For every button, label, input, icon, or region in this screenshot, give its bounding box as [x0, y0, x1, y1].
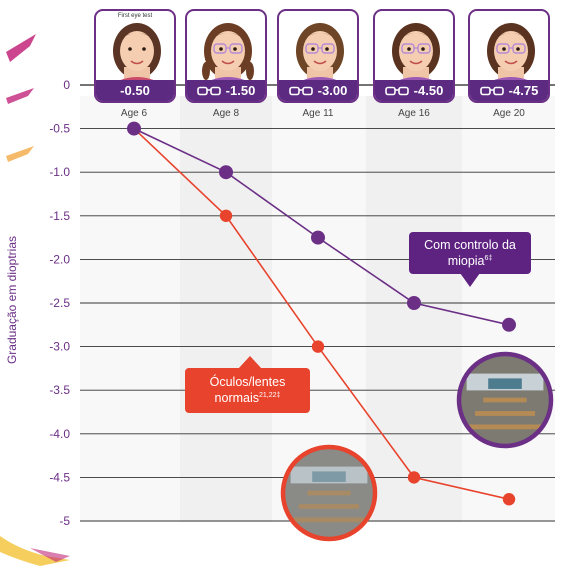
child-face-icon — [484, 23, 538, 85]
x-tick-label: Age 16 — [398, 108, 430, 119]
prescription-value: -4.50 — [413, 83, 444, 98]
y-tick-label: -4.0 — [49, 427, 70, 441]
callout-pointers — [238, 273, 480, 369]
data-point — [502, 317, 516, 332]
glasses-icon — [196, 86, 221, 95]
lens-ring — [456, 351, 554, 449]
callout-myopia-sup: 6‡ — [484, 254, 493, 262]
data-point — [219, 209, 233, 222]
callout-normal-line2: normais — [214, 391, 260, 405]
lens-screen — [488, 378, 522, 389]
first-eye-test-caption: First eye test — [117, 13, 153, 19]
series-points — [127, 121, 516, 506]
prescription-value: -4.75 — [508, 83, 539, 98]
age-card: -1.50 — [185, 9, 267, 103]
child-face-icon — [201, 23, 255, 85]
callout-myopia-pointer — [460, 273, 480, 287]
callout-normal-line2-wrap: normais21,22‡ — [185, 390, 310, 406]
data-point — [502, 493, 516, 506]
callout-myopia-line2-wrap: miopia6‡ — [409, 253, 531, 269]
lens-screen — [312, 471, 346, 482]
prescription-band: -4.75 — [470, 80, 548, 101]
y-tick-label: -1.0 — [49, 165, 70, 179]
y-tick-labels: 0 -0.5 -1.0 -1.5 -2.0 -2.5 -3.0 -3.5 -4.0 -4.5 -5 — [49, 78, 70, 528]
lens-view-blurry — [280, 444, 378, 542]
y-tick-label: -5 — [59, 514, 70, 528]
data-point — [407, 471, 421, 484]
prescription-band: -1.50 — [187, 80, 265, 101]
y-tick-label: -2.5 — [49, 296, 70, 310]
callout-normal-pointer — [238, 356, 262, 369]
y-tick-label: -3.5 — [49, 383, 70, 397]
child-face-icon — [293, 23, 347, 85]
y-tick-label: -1.5 — [49, 209, 70, 223]
callout-myopia-line1: Com controlo da — [424, 238, 516, 252]
lens-desk — [475, 411, 535, 416]
age-card: -4.75 — [468, 9, 550, 103]
data-point — [311, 340, 325, 353]
lens-desk — [299, 504, 359, 509]
data-point — [311, 230, 325, 245]
data-point — [407, 296, 421, 310]
column-band — [462, 96, 555, 522]
prescription-value: -0.50 — [120, 83, 150, 98]
data-point — [219, 165, 233, 180]
glasses-icon — [288, 86, 313, 95]
x-tick-label: Age 8 — [212, 108, 240, 119]
column-band — [80, 96, 180, 522]
data-point — [127, 121, 141, 136]
prescription-value: -1.50 — [225, 83, 256, 98]
lens-desk — [307, 490, 351, 496]
lens-desk — [290, 517, 368, 523]
y-tick-label: -2.0 — [49, 252, 70, 266]
y-tick-label: -0.5 — [49, 122, 70, 136]
prescription-band: -4.50 — [375, 80, 453, 101]
prescription-value: -3.00 — [317, 83, 348, 98]
decorative-brush-strokes — [0, 34, 70, 566]
child-face-icon — [110, 23, 164, 85]
callout-normal-lenses: Óculos/lentes normais21,22‡ — [185, 368, 310, 413]
y-axis-title: Graduação em dioptrias — [5, 235, 19, 365]
y-tick-label: -4.5 — [49, 470, 70, 484]
y-tick-label: 0 — [63, 78, 70, 92]
callout-normal-sup: 21,22‡ — [259, 391, 281, 399]
age-card: -4.50 — [373, 9, 455, 103]
column-band — [180, 96, 272, 522]
age-card: First eye test -0.50 — [94, 9, 176, 103]
lens-desk — [483, 397, 527, 403]
callout-normal-line1: Óculos/lentes — [209, 375, 286, 389]
lens-ring — [280, 444, 378, 542]
prescription-band: -3.00 — [279, 80, 357, 101]
lens-desk — [466, 424, 544, 430]
callout-myopia-control: Com controlo da miopia6‡ — [409, 232, 531, 274]
y-tick-label: -3.0 — [49, 340, 70, 354]
age-card: -3.00 — [277, 9, 359, 103]
glasses-icon — [384, 86, 409, 95]
child-face-icon — [389, 23, 443, 85]
prescription-band: -0.50 — [96, 80, 174, 101]
x-tick-label: Age 11 — [302, 108, 334, 119]
callout-myopia-line2: miopia — [447, 254, 485, 268]
x-tick-label: Age 20 — [493, 108, 525, 119]
lens-view-illustrations — [280, 351, 554, 542]
x-tick-label: Age 6 — [120, 108, 148, 119]
glasses-icon — [479, 86, 504, 95]
lens-view-sharp — [456, 351, 554, 449]
